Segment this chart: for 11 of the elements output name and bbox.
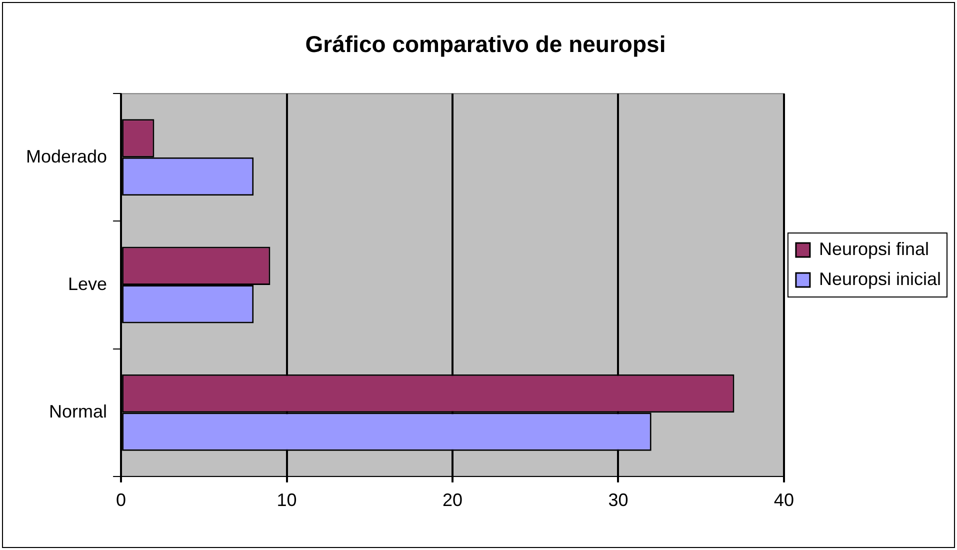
x-tick-label: 20 — [442, 490, 463, 510]
x-tick-label: 0 — [116, 490, 126, 510]
x-tick-label: 40 — [774, 490, 794, 510]
y-tick-label: Normal — [49, 402, 108, 422]
y-tick-label: Moderado — [26, 146, 108, 166]
legend-label: Neuropsi inicial — [818, 268, 942, 289]
legend-label: Neuropsi final — [818, 238, 930, 259]
x-tick-label: 10 — [276, 490, 297, 510]
chart-title: Gráfico comparativo de neuropsi — [305, 31, 666, 58]
x-tick-label: 30 — [608, 490, 628, 510]
y-tick-label: Leve — [68, 274, 108, 294]
